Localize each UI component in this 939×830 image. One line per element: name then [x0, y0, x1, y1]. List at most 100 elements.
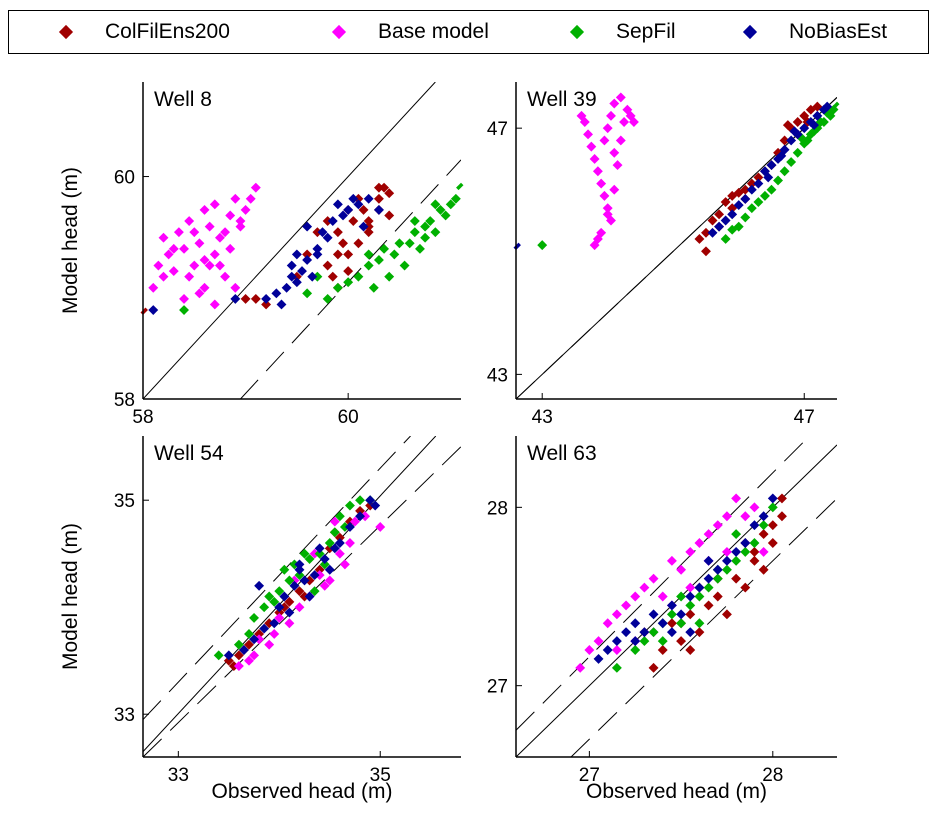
point-nobiasest-5	[276, 299, 287, 310]
panel-title: Well 63	[527, 442, 597, 465]
point-nobiasest-24	[789, 126, 800, 137]
point-nobiasest-18	[345, 522, 355, 532]
point-nobiasest-7	[648, 609, 659, 620]
point-sepfil-16	[345, 500, 355, 511]
legend-entry-colfilens200: ColFilEns200	[58, 11, 230, 53]
point-base-model-19	[269, 629, 280, 639]
point-nobiasest-17	[338, 210, 348, 221]
point-base-model-14	[360, 511, 371, 522]
point-nobiasest-22	[363, 193, 374, 204]
point-sepfil-24	[456, 182, 466, 193]
point-nobiasest-6	[733, 200, 744, 211]
point-base-model-34	[158, 232, 169, 243]
point-sepfil-4	[648, 627, 659, 638]
point-sepfil-10	[384, 271, 395, 282]
x-tick-label: 28	[762, 765, 783, 786]
point-base-model-35	[230, 282, 241, 293]
point-sepfil-1	[611, 662, 622, 673]
point-sepfil-3	[639, 636, 650, 647]
legend-label-base-model: Base model	[378, 20, 489, 43]
point-base-model-5	[611, 609, 622, 620]
point-nobiasest-16	[332, 199, 343, 210]
point-sepfil-22	[445, 199, 456, 210]
point-base-model-6	[592, 166, 603, 177]
point-nobiasest-21	[358, 221, 369, 232]
point-colfilens200-30	[379, 182, 390, 193]
point-nobiasest-1	[148, 305, 159, 315]
point-sepfil-5	[343, 277, 354, 288]
point-base-model-23	[602, 123, 613, 134]
point-base-model-1	[575, 662, 586, 673]
point-sepfil-11	[712, 573, 723, 584]
point-colfilens200-11	[731, 573, 742, 584]
point-colfilens200-4	[714, 209, 725, 220]
point-base-model-15	[703, 529, 714, 540]
point-colfilens200-22	[338, 238, 348, 249]
point-base-model-24	[611, 645, 622, 655]
point-sepfil-19	[676, 591, 687, 602]
point-colfilens200-2	[228, 661, 239, 671]
point-sepfil-15	[409, 227, 420, 238]
point-colfilens200-5	[676, 636, 687, 647]
point-colfilens200-16	[363, 216, 374, 226]
point-sepfil-4	[249, 612, 259, 623]
point-base-model-21	[329, 516, 340, 527]
point-colfilens200-2	[648, 662, 659, 673]
point-colfilens200-10	[721, 609, 732, 620]
point-colfilens200-9	[746, 178, 757, 189]
point-colfilens200-18	[373, 193, 384, 204]
point-sepfil-4	[733, 221, 744, 232]
point-base-model-26	[685, 582, 696, 593]
point-colfilens200-18	[777, 493, 787, 504]
point-colfilens200-9	[712, 591, 723, 602]
dashed-reference-line-3	[570, 498, 837, 757]
point-sepfil-2	[233, 639, 244, 650]
point-colfilens200-17	[767, 520, 778, 531]
point-colfilens200-15	[767, 538, 778, 548]
point-nobiasest-11	[307, 271, 318, 282]
point-nobiasest-16	[799, 123, 810, 134]
point-base-model-1	[148, 282, 159, 293]
point-sepfil-7	[274, 586, 285, 597]
point-base-model-4	[586, 141, 597, 152]
point-colfilens200-1	[694, 234, 705, 244]
point-base-model-22	[309, 548, 320, 559]
point-nobiasest-19	[758, 511, 769, 522]
point-colfilens200-5	[254, 629, 265, 639]
point-sepfil-14	[329, 527, 340, 538]
point-base-model-2	[579, 117, 590, 127]
y-tick-label: 35	[114, 491, 135, 512]
point-colfilens200-5	[291, 271, 302, 282]
legend-label-nobiasest: NoBiasEst	[789, 20, 888, 43]
point-nobiasest-4	[720, 215, 731, 226]
point-nobiasest-24	[304, 591, 315, 602]
point-colfilens200-19	[758, 529, 769, 540]
point-base-model-4	[264, 639, 275, 650]
point-sepfil-9	[694, 591, 705, 602]
point-base-model-17	[220, 271, 231, 282]
point-colfilens200-3	[657, 645, 668, 655]
point-sepfil-21	[299, 548, 310, 559]
point-base-model-25	[609, 147, 620, 158]
point-colfilens200-15	[355, 505, 365, 516]
point-nobiasest-9	[284, 607, 295, 618]
point-nobiasest-14	[319, 554, 330, 564]
point-base-model-7	[630, 591, 641, 602]
point-base-model-15	[609, 184, 620, 195]
point-sepfil-1	[179, 305, 189, 315]
point-base-model-13	[592, 234, 603, 244]
point-base-model-33	[168, 266, 179, 277]
panel-2: 43 47 43 47 Well 39	[487, 82, 842, 428]
point-nobiasest-3	[611, 636, 622, 647]
point-nobiasest-4	[271, 288, 282, 299]
point-base-model-19	[740, 511, 751, 522]
point-nobiasest-3	[249, 634, 259, 645]
point-base-model-9	[189, 260, 200, 271]
point-colfilens200-4	[261, 299, 272, 310]
point-colfilens200-6	[302, 249, 313, 260]
point-nobiasest-18	[812, 110, 823, 121]
point-base-model-21	[758, 546, 769, 557]
point-base-model-4	[602, 618, 613, 629]
legend-entry-nobiasest: NoBiasEst	[742, 11, 888, 53]
point-nobiasest-19	[348, 193, 359, 204]
